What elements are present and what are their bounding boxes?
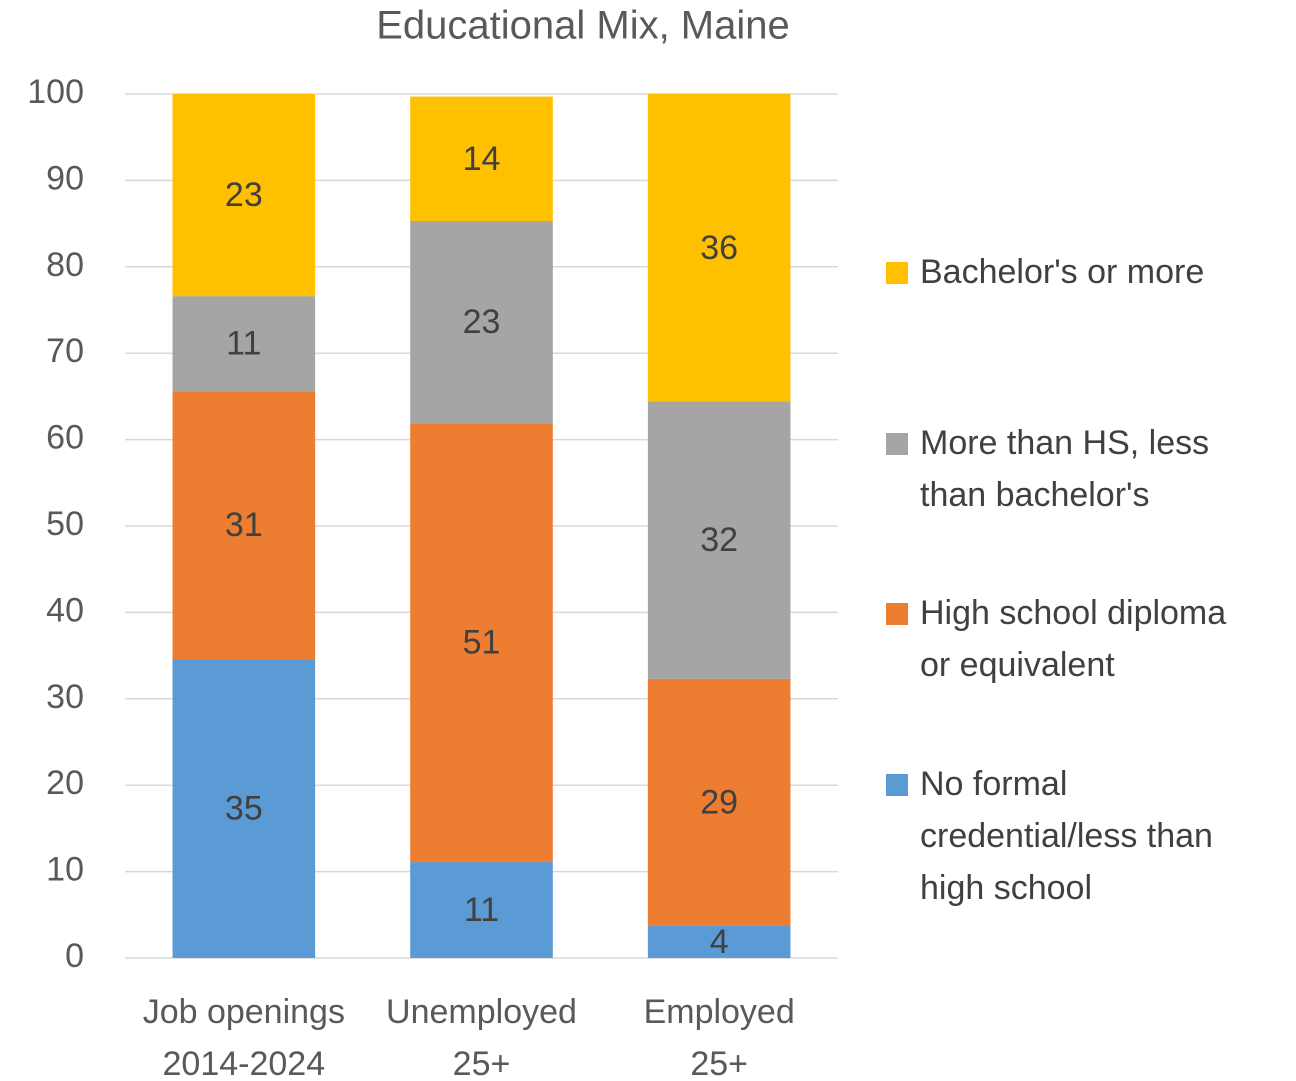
legend-item: More than HS, less than bachelor's <box>886 417 1256 521</box>
data-label: 51 <box>463 624 501 662</box>
x-tick-label: Unemployed <box>386 993 577 1031</box>
x-tick-label: Job openings <box>143 993 345 1031</box>
bar-segment <box>410 423 553 863</box>
y-tick-label: 90 <box>46 159 84 197</box>
bar-segment <box>647 678 791 927</box>
bar-segment <box>172 94 316 297</box>
data-label: 23 <box>225 176 263 214</box>
data-label: 14 <box>463 140 501 178</box>
legend-item: No formal credential/less than high scho… <box>886 758 1256 914</box>
bar-segment <box>647 401 791 679</box>
y-tick-label: 30 <box>46 678 84 716</box>
x-tick-label: Employed <box>644 993 795 1031</box>
data-label: 31 <box>225 506 263 544</box>
legend-label: More than HS, less than bachelor's <box>920 424 1210 514</box>
y-tick-label: 70 <box>46 332 84 370</box>
data-label: 29 <box>700 783 738 821</box>
y-tick-label: 0 <box>65 937 84 975</box>
data-label: 23 <box>463 303 501 341</box>
bar-segment <box>172 296 316 392</box>
x-tick-label: 25+ <box>690 1045 748 1081</box>
x-tick-label: 2014-2024 <box>163 1045 326 1081</box>
bar-segment <box>410 96 553 222</box>
legend-label: No formal credential/less than high scho… <box>920 765 1213 907</box>
legend-swatch <box>886 262 908 284</box>
bar-segment <box>172 659 316 958</box>
legend-swatch <box>886 433 908 455</box>
legend-swatch <box>886 774 908 796</box>
bar-segment <box>172 391 316 660</box>
data-label: 35 <box>225 790 263 828</box>
data-label: 32 <box>700 521 738 559</box>
legend-item: Bachelor's or more <box>886 246 1256 298</box>
y-tick-label: 40 <box>46 591 84 629</box>
data-label: 4 <box>710 923 729 961</box>
x-tick-label: 25+ <box>453 1045 511 1081</box>
legend-label: High school diploma or equivalent <box>920 594 1227 684</box>
y-tick-label: 20 <box>46 764 84 802</box>
y-tick-label: 10 <box>46 851 84 889</box>
data-label: 11 <box>464 891 499 929</box>
data-label: 11 <box>226 325 261 363</box>
y-tick-label: 80 <box>46 246 84 284</box>
y-tick-label: 100 <box>27 73 84 111</box>
legend-swatch <box>886 603 908 625</box>
bar-segment <box>410 862 553 958</box>
bar-segment <box>410 221 553 424</box>
y-tick-label: 50 <box>46 505 84 543</box>
legend-item: High school diploma or equivalent <box>886 587 1256 691</box>
chart-title: Educational Mix, Maine <box>376 4 790 48</box>
bar-segment <box>647 926 791 958</box>
data-label: 36 <box>700 229 738 267</box>
legend-label: Bachelor's or more <box>920 253 1205 291</box>
y-tick-label: 60 <box>46 419 84 457</box>
bar-segment <box>647 94 791 402</box>
